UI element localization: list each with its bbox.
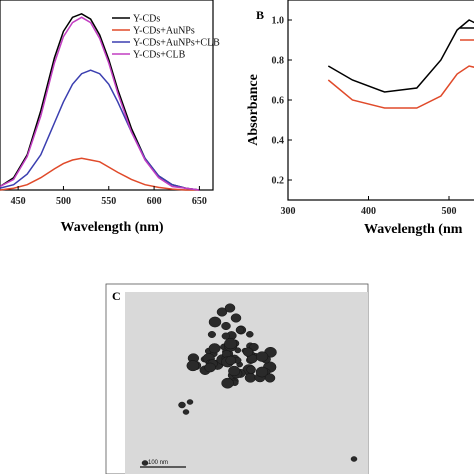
nanoparticle [207,331,216,338]
nanoparticle [182,409,190,415]
panel-a-series-group [0,12,200,191]
nanoparticle [224,338,238,350]
nanoparticle [244,372,257,383]
nanoparticle [230,313,242,323]
nanoparticle [204,362,216,373]
panel-b-chart: B 3004005006000.20.40.60.81.0 Absorbance… [246,0,474,237]
panel-a-chart: 450 500 550 600 650 Y-CDsY-CDs+AuNPsY-CDs+Au… [0,0,220,235]
panel-b-y-axis-label: Absorbance [246,74,261,146]
panel-a-legend-label: Y-CDs+AuNPs [133,26,195,37]
nanoparticle [208,316,222,328]
nanoparticle [186,399,194,405]
nanoparticle [234,347,242,354]
panel-a-x-axis-label: Wavelength (nm) [60,220,163,235]
tem-image-background [125,292,368,474]
panel-a-series-line-1 [0,157,200,191]
panel-a-legend-label: Y-CDs [133,14,160,25]
panel-a-x-tick-label: 500 [56,196,71,207]
nanoparticle [228,365,241,377]
panel-b-y-tick-label: 0.8 [272,56,285,67]
panel-b-series-group [327,19,474,109]
panel-b-series-line-1 [327,65,474,109]
panel-b-series-line-0 [327,19,474,93]
nanoparticle [255,351,269,362]
panel-a-x-tick-label: 450 [11,196,26,207]
panel-c-letter: C [112,289,121,303]
panel-a-x-ticks: 450 500 550 600 650 [11,186,207,207]
nanoparticle [221,321,231,331]
panel-b-plot-frame [287,0,474,201]
panel-b-x-axis-label: Wavelength (nm [364,222,463,237]
panel-b-y-tick-label: 0.6 [272,96,285,107]
nanoparticle [186,360,200,372]
panel-b-y-tick-label: 0.2 [272,176,285,187]
panel-b-legend [460,27,474,41]
panel-a-x-tick-label: 550 [101,196,116,207]
nanoparticle [221,332,230,340]
panel-b-y-tick-label: 1.0 [272,16,285,27]
panel-c-tem-image: C 100 nm [105,283,369,474]
panel-a-legend-label: Y-CDs+CLB [133,50,186,61]
panel-b-letter: B [256,8,264,22]
panel-a-legend-label: Y-CDs+AuNPs+CLB [133,38,220,49]
nanoparticle [141,460,149,466]
panel-a-series-line-3 [0,16,200,191]
panel-b-ticks: 3004005006000.20.40.60.81.0 [272,16,457,218]
nanoparticle [255,366,269,378]
panel-a-x-tick-label: 650 [192,196,207,207]
nanoparticle [178,401,186,409]
panel-b-x-tick-label: 500 [442,206,457,217]
nanoparticle [224,303,236,313]
nanoparticle [208,343,221,354]
nanoparticle [242,347,254,357]
nanoparticle-cluster [141,303,358,466]
panel-a-series-line-2 [0,69,200,191]
nanoparticle [264,373,276,383]
panel-b-x-tick-label: 400 [361,206,376,217]
nanoparticle [216,307,228,317]
nanoparticle [246,331,254,338]
nanoparticle [235,326,245,334]
panel-a-x-tick-label: 600 [147,196,162,207]
nanoparticle [350,456,358,462]
scale-bar-label: 100 nm [148,460,168,466]
panel-b-y-tick-label: 0.4 [272,136,285,147]
nanoparticle [246,365,256,374]
panel-a-plot-frame [0,0,214,191]
nanoparticle [221,377,234,389]
panel-b-x-tick-label: 300 [281,206,296,217]
nanoparticle [225,355,237,365]
